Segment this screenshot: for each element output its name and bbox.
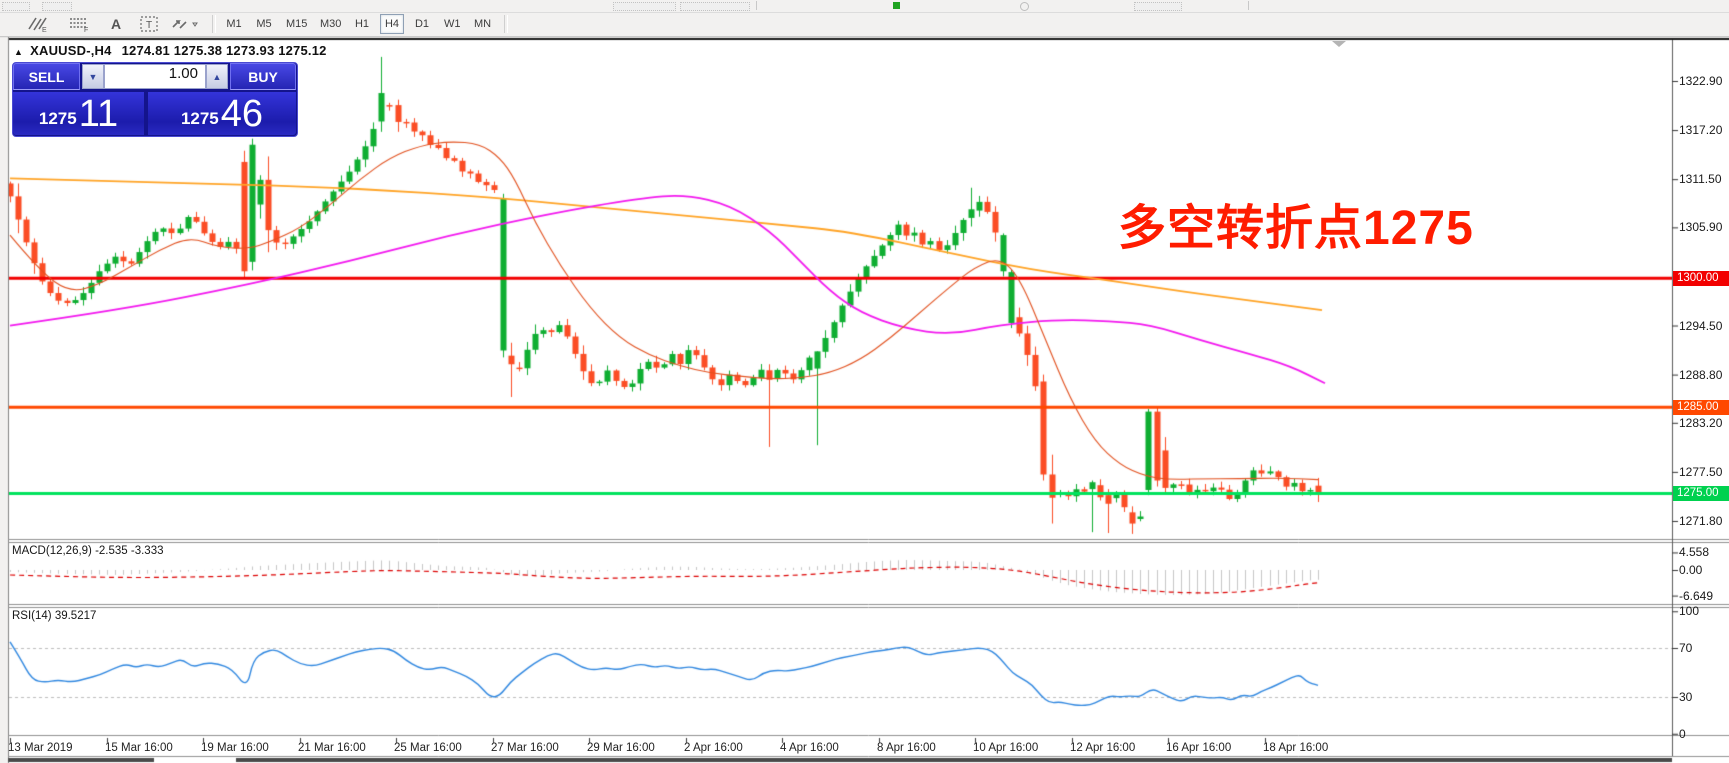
timeframe-button-h1[interactable]: H1 <box>350 14 374 34</box>
price-axis-tick: 1322.90 <box>1679 74 1723 88</box>
price-axis-tick: 1305.90 <box>1679 220 1723 235</box>
price-line-tag: 1300.00 <box>1673 270 1729 286</box>
buy-button[interactable]: BUY <box>230 63 296 90</box>
time-axis-label: 13 Mar 2019 <box>8 742 73 754</box>
buy-price-pips: 46 <box>220 92 264 135</box>
toolbar-separator <box>756 1 757 10</box>
time-axis-label: 29 Mar 16:00 <box>587 742 655 754</box>
sell-price-pips: 11 <box>78 92 119 135</box>
price-line-tag: 1275.00 <box>1673 485 1729 501</box>
ohlc-quote: 1274.81 1275.38 1273.93 1275.12 <box>121 43 327 58</box>
time-axis-label: 12 Apr 16:00 <box>1070 742 1136 754</box>
time-axis-label: 21 Mar 16:00 <box>298 742 366 754</box>
timeframe-button-d1[interactable]: D1 <box>410 14 434 34</box>
sell-button[interactable]: SELL <box>13 63 80 90</box>
price-axis-tick: 1317.20 <box>1679 123 1723 138</box>
chart-annotation-text: 多空转折点1275 <box>1118 202 1474 255</box>
timeframe-button-m15[interactable]: M15 <box>282 14 311 34</box>
svg-text:F: F <box>84 27 88 33</box>
macd-axis-tick: -6.649 <box>1679 588 1714 603</box>
time-axis-label: 2 Apr 16:00 <box>684 742 743 754</box>
trade-panel-top-row: SELL ▼ 1.00 ▲ BUY <box>13 63 297 90</box>
time-axis-label: 4 Apr 16:00 <box>780 742 839 754</box>
time-axis-label: 18 Apr 16:00 <box>1263 742 1329 754</box>
text-box-icon[interactable]: T <box>134 14 164 34</box>
time-axis-label: 25 Mar 16:00 <box>394 742 462 754</box>
price-line-tag: 1285.00 <box>1673 399 1729 415</box>
toolbar-circle-glyph <box>1020 2 1029 11</box>
upper-toolbar-fragment <box>0 0 1729 13</box>
toolbar-separator <box>1248 1 1249 10</box>
toolbar: E F A T M1 M5 M15 M30 H1 H4 D1 <box>0 13 1729 37</box>
grid-forecast-icon[interactable]: F <box>64 14 94 34</box>
rsi-axis-tick: 0 <box>1679 726 1686 741</box>
rsi-indicator-label: RSI(14) 39.5217 <box>12 610 97 622</box>
text-label-icon[interactable]: A <box>110 16 122 32</box>
symbol-label: XAUUSD-,H4 <box>30 43 112 58</box>
toolbar-fragment-box <box>1134 2 1182 11</box>
volume-increase-button[interactable]: ▲ <box>206 64 228 89</box>
toolbar-fragment-box <box>42 2 72 11</box>
price-axis-tick: 1283.20 <box>1679 415 1723 430</box>
collapse-panel-icon[interactable]: ▲ <box>14 47 24 57</box>
one-click-trade-panel: SELL ▼ 1.00 ▲ BUY 1275 11 1275 46 <box>12 62 298 137</box>
macd-axis-tick: 4.558 <box>1679 545 1710 560</box>
timeframe-button-mn[interactable]: MN <box>470 14 495 34</box>
timeframe-button-m5[interactable]: M5 <box>252 14 276 34</box>
price-axis-tick: 1288.80 <box>1679 367 1723 382</box>
macd-indicator-label: MACD(12,26,9) -2.535 -3.333 <box>12 545 164 557</box>
volume-decrease-button[interactable]: ▼ <box>82 64 104 89</box>
toolbar-fragment-box <box>680 2 750 11</box>
cycle-lines-icon[interactable] <box>166 14 204 34</box>
chart-title: ▲ XAUUSD-,H4 1274.81 1275.38 1273.93 1275.… <box>14 43 327 58</box>
buy-price-big-figure: 1275 <box>180 108 219 128</box>
toolbar-fragment-box <box>613 2 676 11</box>
time-axis-label: 27 Mar 16:00 <box>491 742 559 754</box>
chart-edit-icon[interactable]: E <box>22 14 52 34</box>
price-axis-tick: 1311.50 <box>1679 172 1722 187</box>
rsi-axis-tick: 100 <box>1679 604 1700 619</box>
volume-field[interactable]: 1.00 <box>104 64 206 89</box>
price-axis-tick: 1294.50 <box>1679 318 1723 333</box>
sell-price-big-figure: 1275 <box>38 108 77 128</box>
rsi-axis-tick: 30 <box>1679 690 1693 704</box>
toolbar-separator <box>504 15 508 33</box>
time-axis-label: 19 Mar 16:00 <box>201 742 269 754</box>
price-axis-tick: 1277.50 <box>1679 464 1723 479</box>
toolbar-fragment-box <box>2 2 30 11</box>
time-axis-label: 15 Mar 16:00 <box>105 742 173 754</box>
rsi-axis-tick: 70 <box>1679 641 1693 655</box>
timeframe-button-m30[interactable]: M30 <box>316 14 345 34</box>
price-axis-tick: 1271.80 <box>1679 513 1723 528</box>
buy-price-button[interactable]: 1275 46 <box>148 92 296 135</box>
macd-axis-tick: 0.00 <box>1679 563 1703 577</box>
svg-text:T: T <box>146 20 152 31</box>
trade-panel-quote-row: 1275 11 1275 46 <box>13 92 297 135</box>
svg-text:E: E <box>42 27 47 33</box>
time-axis-label: 10 Apr 16:00 <box>973 742 1039 754</box>
timeframe-button-m1[interactable]: M1 <box>222 14 246 34</box>
sell-price-button[interactable]: 1275 11 <box>13 92 144 135</box>
time-axis-label: 8 Apr 16:00 <box>877 742 936 754</box>
time-axis-label: 16 Apr 16:00 <box>1166 742 1232 754</box>
timeframe-button-w1[interactable]: W1 <box>440 14 465 34</box>
status-green-square <box>893 2 900 9</box>
toolbar-separator <box>212 15 216 33</box>
chart-shift-marker-icon[interactable] <box>1332 41 1346 47</box>
timeframe-button-h4[interactable]: H4 <box>380 14 404 34</box>
